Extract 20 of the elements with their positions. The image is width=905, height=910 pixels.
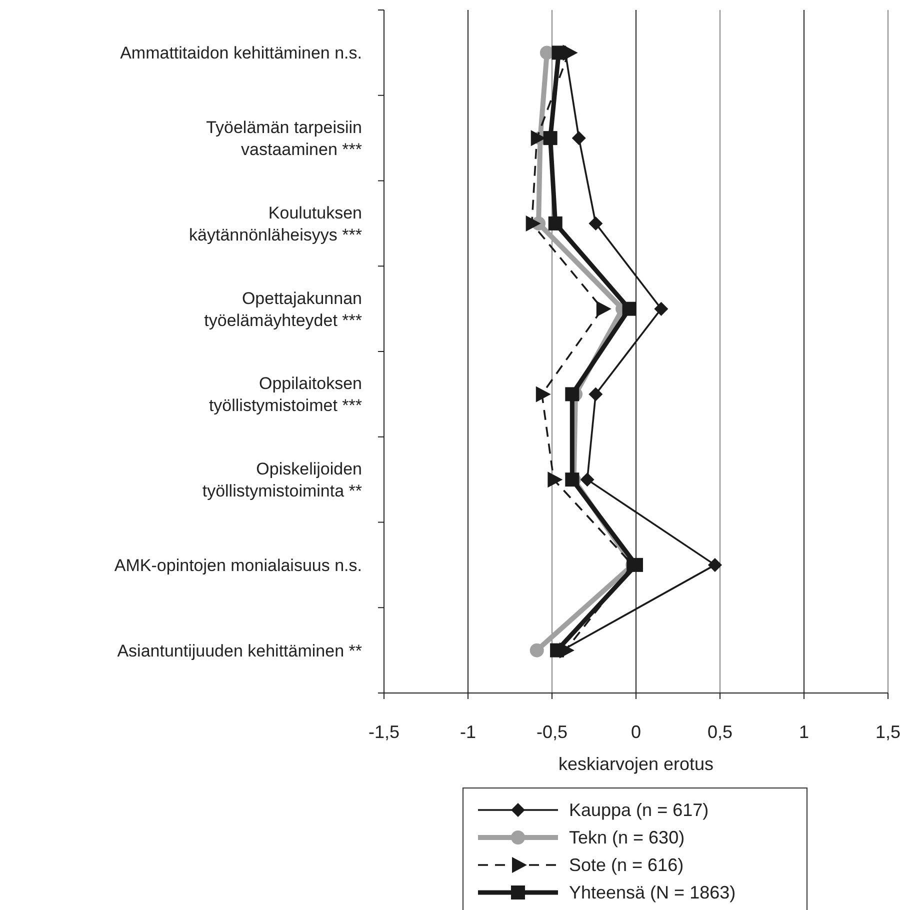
x-tick-label: 1,5 — [875, 722, 901, 742]
y-tick-label: Ammattitaidon kehittäminen n.s. — [120, 44, 362, 63]
y-tick-label: Opettajakunnan työelämäyhteydet *** — [204, 288, 362, 330]
y-tick-label: Työelämän tarpeisiin vastaaminen *** — [206, 118, 362, 160]
x-tick-label: -1,5 — [368, 722, 400, 742]
y-tick-label: Opiskelijoiden työllistymistoiminta ** — [202, 460, 362, 501]
x-tick-label: -0,5 — [536, 722, 568, 742]
legend-label: Sote (n = 616) — [569, 855, 684, 875]
x-axis-title: keskiarvojen erotus — [558, 754, 714, 774]
x-tick-label: 1 — [798, 722, 810, 742]
y-tick-label: Oppilaitoksen työllistymistoimet *** — [208, 374, 362, 416]
x-tick-label: 0,5 — [707, 722, 733, 742]
y-tick-label: Koulutuksen käytännönläheisyys *** — [189, 203, 362, 244]
y-tick-label: AMK-opintojen monialaisuus n.s. — [114, 556, 362, 575]
legend-label: Kauppa (n = 617) — [569, 800, 709, 820]
legend-label: Yhteensä (N = 1863) — [569, 882, 736, 902]
x-tick-label: 0 — [630, 722, 642, 742]
legend-label: Tekn (n = 630) — [569, 828, 685, 848]
x-tick-label: -1 — [460, 722, 476, 742]
y-tick-label: Asiantuntijuuden kehittäminen ** — [117, 641, 362, 660]
